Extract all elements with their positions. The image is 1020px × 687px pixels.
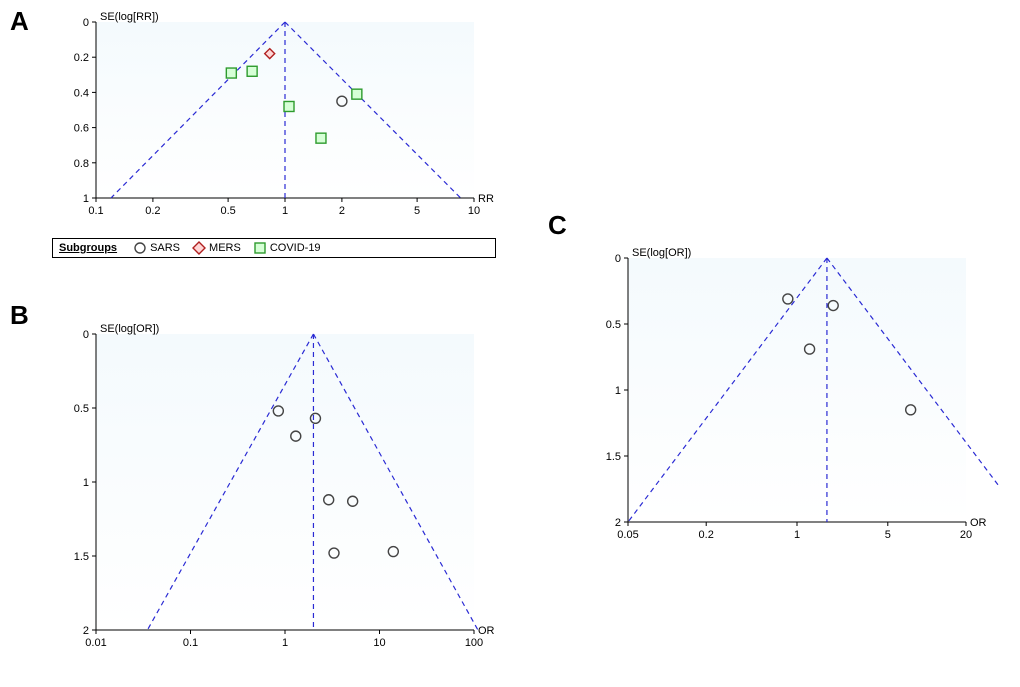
svg-text:10: 10 [373, 637, 385, 649]
svg-text:RR: RR [478, 193, 494, 205]
panel-label-b: B [10, 300, 29, 331]
svg-text:5: 5 [885, 529, 891, 541]
svg-text:1: 1 [794, 529, 800, 541]
svg-text:0.01: 0.01 [85, 637, 106, 649]
svg-text:SE(log[RR]): SE(log[RR]) [100, 11, 159, 23]
legend-item: MERS [192, 241, 241, 255]
svg-text:1: 1 [282, 205, 288, 217]
svg-text:10: 10 [468, 205, 480, 217]
svg-text:0: 0 [83, 17, 89, 29]
legend-label: MERS [209, 242, 241, 254]
panel-label-c: C [548, 210, 567, 241]
funnel-plot-a: 00.20.40.60.810.10.20.512510SE(log[RR])R… [48, 8, 508, 228]
svg-text:0.05: 0.05 [617, 529, 638, 541]
svg-text:0.8: 0.8 [74, 158, 89, 170]
svg-text:0.5: 0.5 [74, 403, 89, 415]
svg-text:1.5: 1.5 [74, 551, 89, 563]
svg-text:0.1: 0.1 [88, 205, 103, 217]
svg-text:0: 0 [615, 253, 621, 265]
legend-item: COVID-19 [253, 241, 321, 255]
svg-text:1: 1 [615, 385, 621, 397]
svg-text:0.2: 0.2 [74, 52, 89, 64]
funnel-plot-b: 0 0.5 1 1.5 20.01 0.1 1 10 100 SE(log[OR]) OR [48, 320, 508, 660]
svg-text:0: 0 [83, 329, 89, 341]
svg-text:1: 1 [282, 637, 288, 649]
svg-text:SE(log[OR]): SE(log[OR]) [100, 323, 159, 335]
svg-text:0.6: 0.6 [74, 123, 89, 135]
svg-text:OR: OR [478, 625, 495, 637]
svg-text:0.2: 0.2 [145, 205, 160, 217]
svg-text:1: 1 [83, 477, 89, 489]
svg-text:2: 2 [83, 625, 89, 637]
legend-a: Subgroups SARS MERS COVID-19 [52, 238, 496, 258]
svg-text:5: 5 [414, 205, 420, 217]
svg-text:OR: OR [970, 517, 987, 529]
svg-text:SE(log[OR]): SE(log[OR]) [632, 247, 691, 259]
svg-text:0.4: 0.4 [74, 87, 89, 99]
legend-label: COVID-19 [270, 242, 321, 254]
svg-text:20: 20 [960, 529, 972, 541]
svg-text:0.2: 0.2 [699, 529, 714, 541]
legend-item: SARS [133, 241, 180, 255]
svg-text:2: 2 [339, 205, 345, 217]
svg-text:0.5: 0.5 [220, 205, 235, 217]
svg-text:1: 1 [83, 193, 89, 205]
panel-label-a: A [10, 6, 29, 37]
legend-title: Subgroups [59, 242, 117, 254]
svg-text:0.1: 0.1 [183, 637, 198, 649]
svg-text:2: 2 [615, 517, 621, 529]
legend-label: SARS [150, 242, 180, 254]
svg-text:1.5: 1.5 [606, 451, 621, 463]
svg-text:0.5: 0.5 [606, 319, 621, 331]
svg-text:100: 100 [465, 637, 483, 649]
funnel-plot-c: 0 0.5 1 1.5 20.05 0.2 1 5 20 SE(log[OR]) OR [580, 244, 1000, 552]
